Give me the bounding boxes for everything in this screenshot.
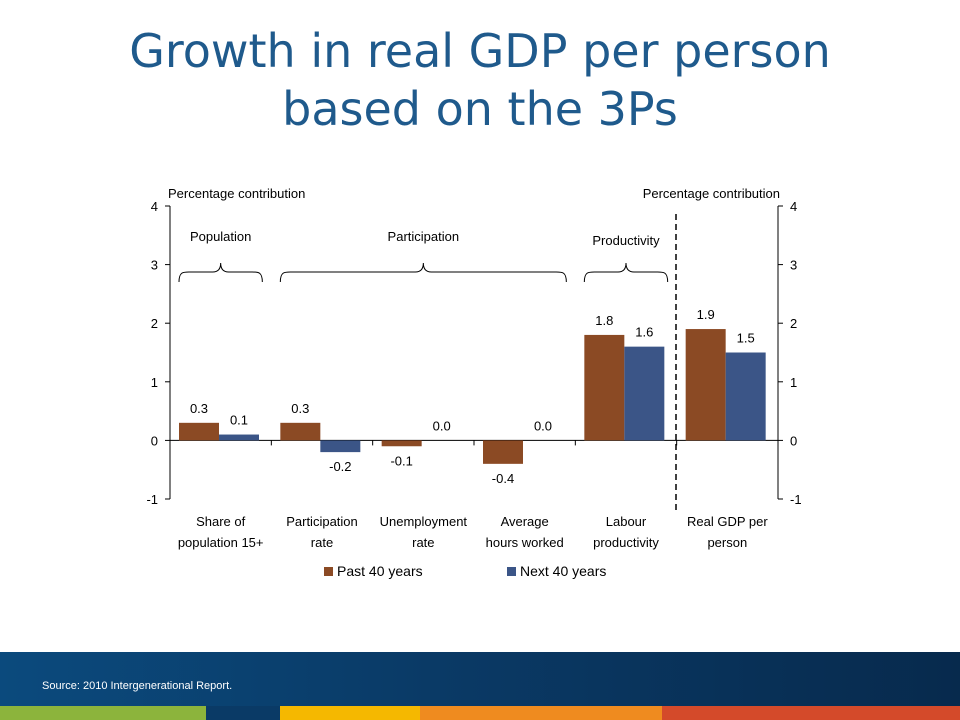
data-label: 0.0: [433, 418, 451, 433]
data-label: -0.2: [329, 459, 351, 474]
legend-label: Next 40 years: [520, 563, 606, 579]
group-brace: [583, 262, 669, 283]
category-label: Average: [501, 514, 549, 529]
bar-next: [725, 352, 766, 441]
category-label: Labour: [606, 514, 647, 529]
page-title: Growth in real GDP per person based on t…: [0, 22, 960, 138]
right-tick-label: 4: [790, 199, 797, 214]
data-label: 0.3: [291, 401, 309, 416]
data-label: 0.0: [534, 418, 552, 433]
category-label: population 15+: [178, 535, 264, 550]
category-label: Share of: [196, 514, 246, 529]
left-tick-label: 0: [151, 433, 158, 448]
legend-swatch: [507, 567, 516, 576]
y-axis-title-left: Percentage contribution: [168, 186, 305, 201]
data-label: -0.1: [390, 453, 412, 468]
category-label: Unemployment: [380, 514, 468, 529]
source-note: Source: 2010 Intergenerational Report.: [42, 680, 233, 692]
category-label: rate: [412, 535, 434, 550]
legend-swatch: [324, 567, 333, 576]
bar-past: [280, 422, 321, 441]
group-brace: [178, 262, 263, 283]
data-label: -0.4: [492, 471, 514, 486]
data-label: 1.5: [737, 331, 755, 346]
left-tick-label: -1: [146, 492, 158, 507]
data-label: 1.6: [635, 325, 653, 340]
stripe-segment: [280, 706, 420, 720]
bar-past: [685, 329, 726, 441]
stripe-segment: [206, 706, 280, 720]
data-label: 0.3: [190, 401, 208, 416]
bar-next: [219, 434, 259, 441]
category-label: Real GDP per: [687, 514, 768, 529]
group-label: Participation: [388, 229, 460, 244]
category-label: person: [707, 535, 747, 550]
category-label: productivity: [593, 535, 659, 550]
group-label: Productivity: [592, 233, 660, 248]
title-line-1: Growth in real GDP per person: [129, 24, 831, 78]
right-tick-label: 0: [790, 433, 797, 448]
y-axis-title-right: Percentage contribution: [643, 186, 780, 201]
bar-next: [624, 346, 665, 441]
data-label: 1.8: [595, 313, 613, 328]
right-tick-label: 2: [790, 316, 797, 331]
right-tick-label: 3: [790, 258, 797, 273]
left-tick-label: 4: [151, 199, 158, 214]
group-label: Population: [190, 229, 251, 244]
right-tick-label: 1: [790, 375, 797, 390]
category-label: hours worked: [486, 535, 564, 550]
left-tick-label: 1: [151, 375, 158, 390]
data-label: 0.1: [230, 413, 248, 428]
title-line-2: based on the 3Ps: [282, 82, 678, 136]
legend-label: Past 40 years: [337, 563, 423, 579]
stripe-segment: [662, 706, 960, 720]
bar-past: [179, 422, 219, 441]
group-brace: [279, 262, 567, 283]
left-tick-label: 3: [151, 258, 158, 273]
bar-next: [320, 440, 361, 453]
category-label: rate: [311, 535, 333, 550]
stripe-segment: [420, 706, 662, 720]
stripe-segment: [0, 706, 206, 720]
bar-past: [381, 440, 422, 447]
footer-bar: [0, 652, 960, 706]
left-tick-label: 2: [151, 316, 158, 331]
bar-past: [483, 440, 523, 464]
category-label: Participation: [286, 514, 358, 529]
right-tick-label: -1: [790, 492, 802, 507]
data-label: 1.9: [697, 307, 715, 322]
bar-past: [584, 334, 625, 441]
